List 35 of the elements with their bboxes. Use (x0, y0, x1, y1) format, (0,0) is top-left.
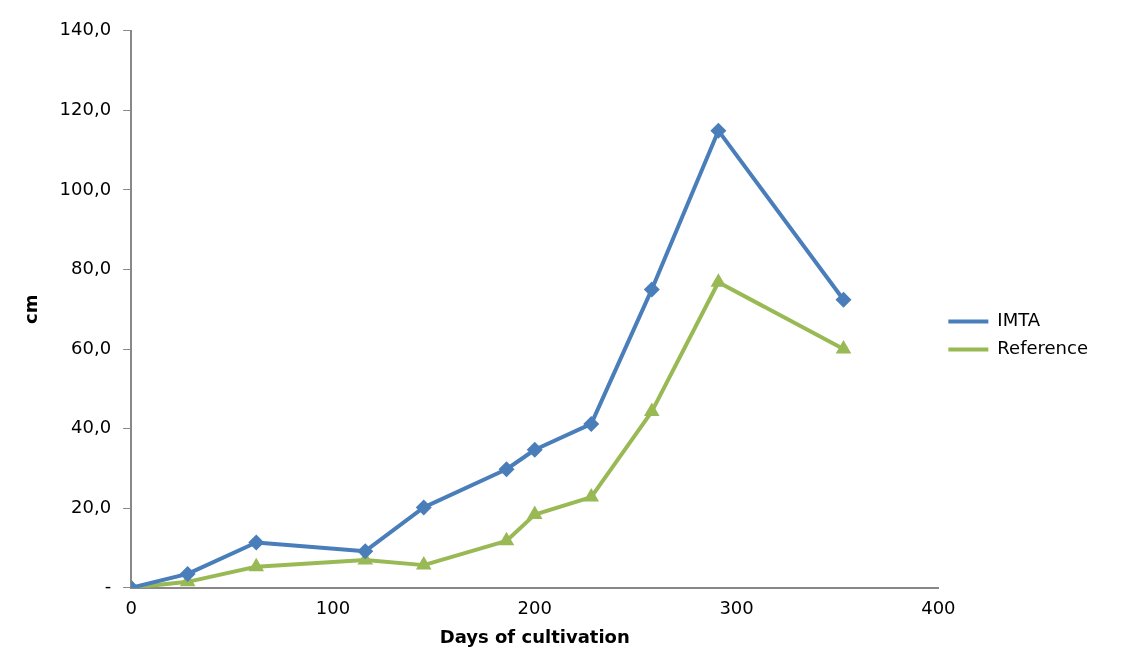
point (835, 291, 852, 308)
x-tick-label: 0 (125, 597, 137, 619)
x-tick-label: 100 (315, 597, 351, 619)
point (179, 565, 196, 582)
y-tick-label: - (104, 575, 112, 597)
point (835, 340, 852, 354)
point (248, 534, 265, 551)
y-tick-label: 100,0 (59, 177, 112, 199)
y-tick-label: 60,0 (71, 336, 112, 358)
y-axis-title: cm (20, 294, 42, 325)
point (526, 441, 543, 458)
point (583, 415, 600, 432)
point (248, 557, 265, 572)
point (526, 505, 543, 520)
point (643, 281, 660, 298)
point (498, 461, 515, 478)
x-tick-label: 200 (517, 597, 552, 619)
point (357, 543, 374, 560)
x-tick-label: 300 (719, 597, 754, 619)
y-tick-label: 140,0 (59, 18, 112, 40)
point (644, 402, 660, 417)
point (710, 273, 727, 287)
y-tick-label: 80,0 (71, 257, 112, 279)
legend-label: Reference (997, 337, 1089, 359)
point (415, 556, 432, 570)
point (415, 499, 432, 516)
x-tick-label: 400 (921, 597, 956, 619)
y-tick-label: 40,0 (71, 416, 112, 438)
legend-label: IMTA (997, 309, 1041, 331)
point (710, 122, 727, 139)
x-axis-title: Days of cultivation (439, 625, 630, 647)
y-tick-label: 120,0 (59, 98, 112, 120)
y-tick-label: 20,0 (71, 495, 112, 517)
point (583, 488, 600, 502)
point (498, 531, 515, 546)
